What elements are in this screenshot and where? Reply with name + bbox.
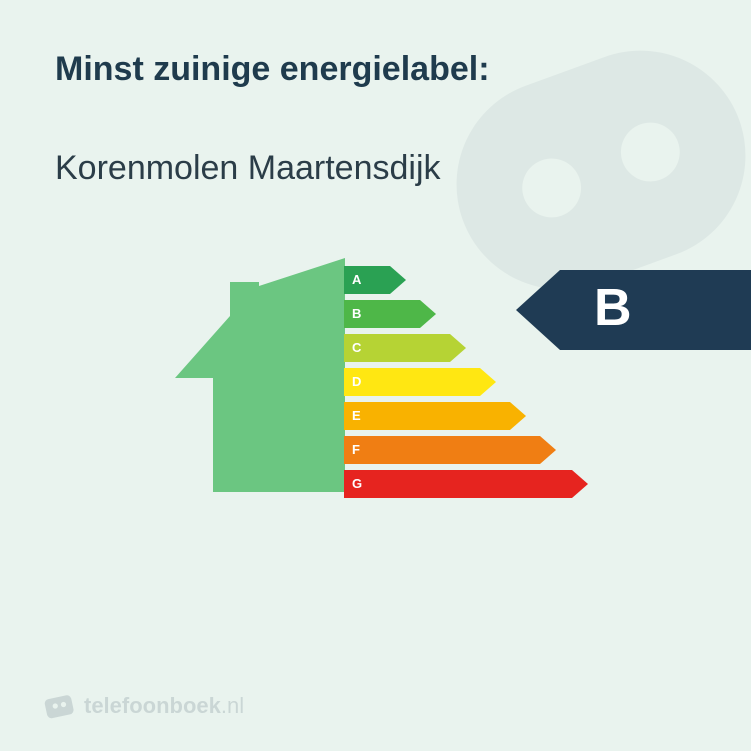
card-subtitle: Korenmolen Maartensdijk — [55, 149, 751, 188]
footer-brand: telefoonboek.nl — [44, 691, 244, 721]
energy-chart: ABCDEFG B — [55, 248, 751, 528]
energy-label-card: Minst zuinige energielabel: Korenmolen M… — [0, 0, 751, 751]
card-title: Minst zuinige energielabel: — [55, 50, 751, 89]
bar-label: F — [352, 436, 360, 464]
bar-shape — [344, 402, 526, 430]
footer-text: telefoonboek.nl — [84, 693, 244, 719]
bar-label: E — [352, 402, 361, 430]
bar-label: C — [352, 334, 361, 362]
footer-logo-icon — [44, 691, 74, 721]
bar-shape — [344, 334, 466, 362]
tag-shape — [516, 270, 751, 350]
footer-brand-light: .nl — [221, 693, 244, 718]
selected-label-tag: B — [516, 270, 751, 350]
house-icon — [175, 258, 345, 492]
bar-label: A — [352, 266, 361, 294]
bar-label: D — [352, 368, 361, 396]
bar-shape — [344, 368, 496, 396]
bar-shape — [344, 436, 556, 464]
bar-label: G — [352, 470, 362, 498]
selected-letter: B — [594, 278, 632, 338]
bar-label: B — [352, 300, 361, 328]
bar-shape — [344, 470, 588, 498]
footer-brand-bold: telefoonboek — [84, 693, 221, 718]
